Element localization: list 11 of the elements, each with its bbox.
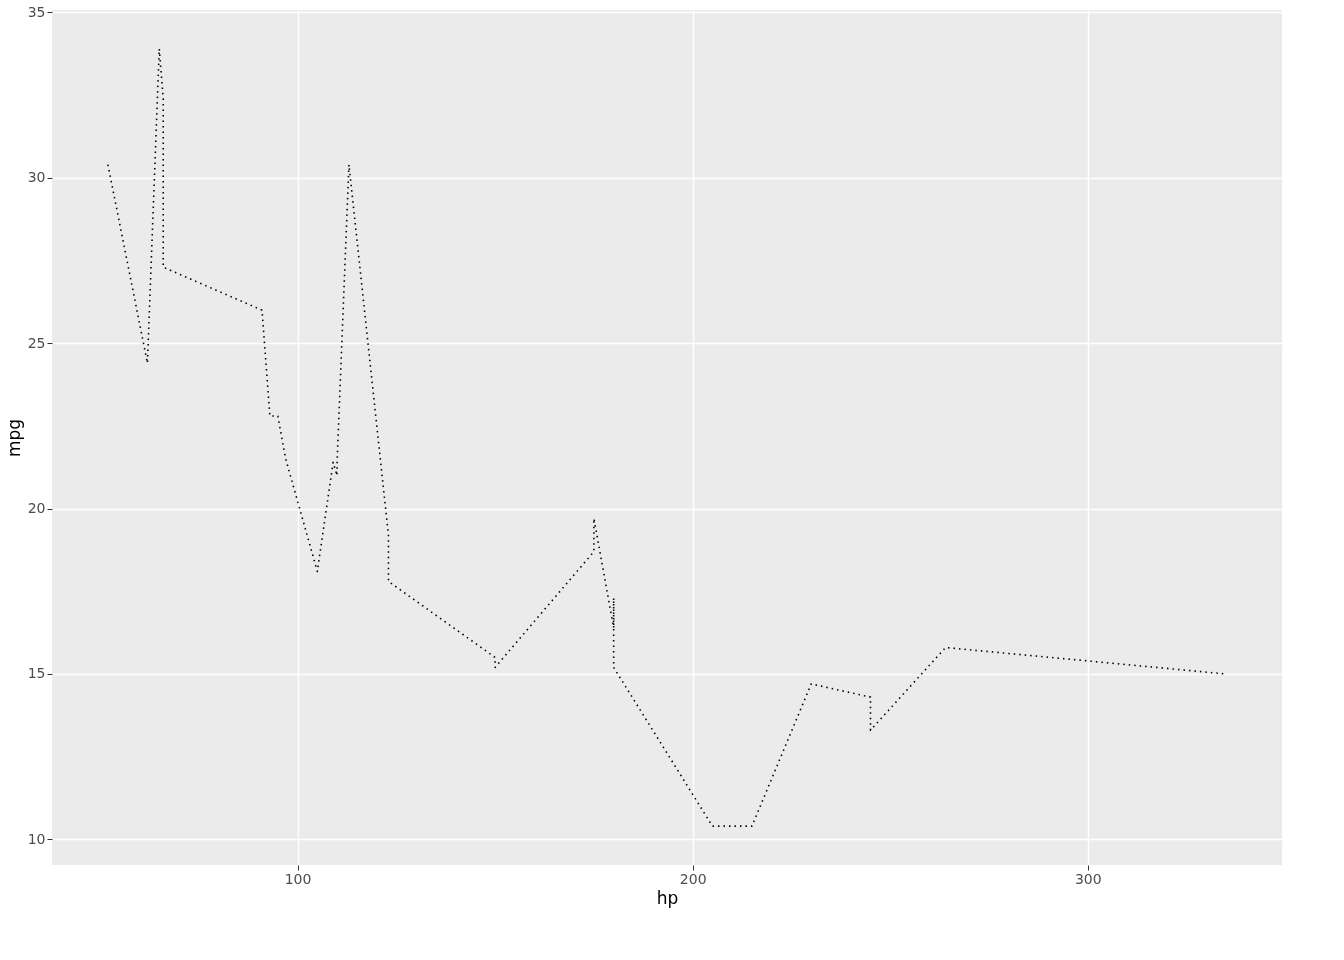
y-tick-label: 10 [27, 830, 46, 847]
y-tick-label: 20 [27, 500, 46, 517]
x-axis-title: hp [656, 887, 679, 908]
y-tick-label: 30 [27, 169, 46, 186]
y-tick-label: 35 [27, 3, 46, 20]
x-tick-label: 200 [679, 870, 707, 887]
y-tick-label: 15 [27, 665, 46, 682]
y-tick-label: 25 [27, 334, 46, 351]
x-tick-label: 300 [1074, 870, 1102, 887]
x-tick-label: 100 [284, 870, 312, 887]
y-axis-title: mpg [3, 418, 24, 458]
